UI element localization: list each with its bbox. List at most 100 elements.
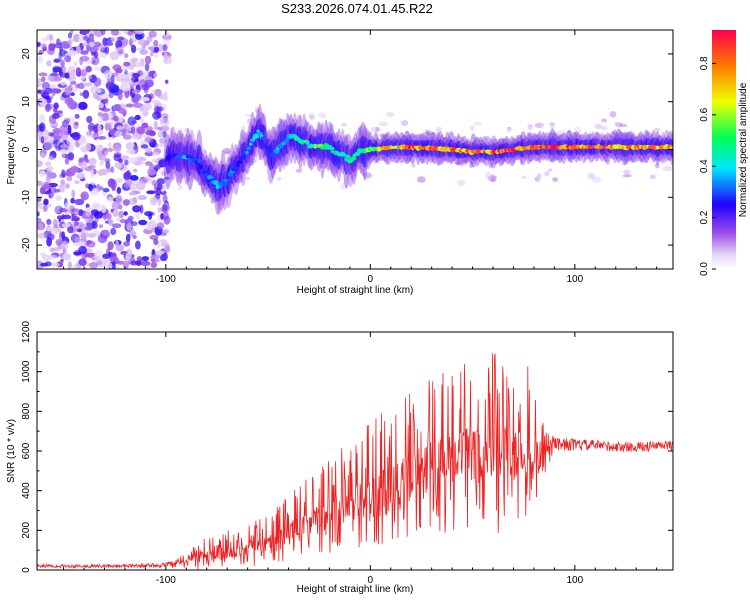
noise-blob: [90, 209, 100, 216]
noise-blob: [154, 46, 160, 52]
noise-blob: [37, 89, 42, 94]
noise-blob: [484, 171, 492, 179]
noise-blob: [485, 136, 490, 141]
noise-blob: [102, 53, 107, 58]
noise-blob: [67, 124, 72, 134]
noise-blob: [162, 44, 168, 52]
signal-core: [199, 164, 203, 169]
noise-blob: [146, 190, 157, 194]
noise-blob: [109, 51, 120, 61]
noise-blob: [40, 152, 46, 159]
noise-blob: [74, 236, 81, 243]
noise-blob: [41, 43, 47, 51]
noise-blob: [86, 115, 93, 124]
noise-blob: [64, 153, 73, 159]
noise-blob: [131, 126, 135, 135]
noise-blob: [89, 133, 100, 138]
noise-blob: [46, 161, 51, 168]
noise-blob: [112, 261, 116, 269]
noise-blob: [114, 162, 123, 169]
noise-blob: [87, 232, 96, 238]
noise-blob: [386, 111, 395, 118]
colorbar-tick-label: 0.2: [699, 210, 710, 224]
noise-blob: [164, 79, 169, 84]
noise-blob: [110, 227, 117, 236]
noise-blob: [117, 73, 128, 79]
noise-blob: [71, 208, 80, 213]
noise-blob: [38, 223, 43, 231]
noise-blob: [115, 244, 125, 252]
noise-blob: [159, 117, 170, 127]
noise-blob: [161, 229, 170, 234]
spectrogram-signal-layer: [165, 129, 673, 190]
noise-blob: [68, 38, 75, 43]
noise-blob: [544, 171, 550, 177]
noise-blob: [37, 160, 44, 168]
snr-y-tick-label: 1000: [21, 360, 32, 383]
noise-blob: [50, 72, 60, 77]
noise-blob: [411, 163, 416, 168]
noise-blob: [295, 168, 303, 173]
noise-blob: [40, 252, 46, 257]
noise-blob: [49, 192, 55, 198]
noise-blob: [99, 159, 105, 166]
noise-blob: [80, 232, 87, 242]
noise-blob: [127, 215, 134, 221]
noise-blob: [153, 120, 158, 130]
noise-blob: [46, 237, 52, 247]
noise-blob: [79, 241, 86, 248]
noise-blob: [131, 44, 137, 54]
noise-blob: [96, 88, 102, 94]
noise-blob: [82, 89, 90, 99]
noise-blob: [49, 34, 54, 41]
noise-blob: [121, 85, 130, 92]
noise-blob: [133, 93, 140, 104]
noise-blob: [416, 176, 426, 183]
noise-blob: [74, 198, 85, 206]
noise-blob: [43, 183, 52, 189]
noise-blob: [141, 256, 150, 262]
noise-blob: [140, 144, 149, 149]
noise-blob: [93, 66, 102, 71]
spectrogram-noise-layer: [37, 30, 673, 269]
noise-blob: [80, 191, 89, 201]
noise-blob: [48, 156, 54, 161]
noise-blob: [84, 226, 93, 231]
noise-blob: [37, 55, 44, 64]
noise-blob: [107, 196, 114, 203]
noise-blob: [78, 209, 84, 217]
noise-blob: [425, 131, 435, 136]
noise-blob: [115, 260, 125, 265]
noise-blob: [140, 97, 150, 102]
noise-blob: [122, 134, 132, 140]
noise-blob: [156, 222, 165, 230]
noise-blob: [149, 130, 156, 137]
noise-blob: [88, 75, 93, 79]
noise-blob: [208, 159, 219, 164]
snr-line: [37, 353, 673, 570]
noise-blob: [150, 254, 160, 260]
noise-blob: [159, 137, 167, 144]
noise-blob: [101, 108, 111, 112]
noise-blob: [67, 32, 73, 39]
noise-blob: [162, 103, 168, 111]
noise-blob: [125, 92, 129, 99]
noise-blob: [88, 157, 97, 166]
noise-blob: [110, 252, 117, 257]
noise-blob: [144, 161, 153, 166]
noise-blob: [37, 42, 41, 47]
noise-blob: [454, 161, 464, 166]
noise-blob: [70, 144, 75, 151]
noise-blob: [61, 240, 69, 250]
noise-blob: [163, 91, 168, 99]
noise-blob: [53, 135, 62, 140]
noise-blob: [164, 245, 171, 254]
noise-blob: [135, 240, 141, 250]
noise-blob: [72, 265, 77, 269]
noise-blob: [77, 34, 86, 43]
noise-blob: [88, 183, 93, 192]
noise-blob: [53, 224, 59, 229]
noise-blob: [548, 168, 553, 172]
noise-blob: [573, 126, 582, 133]
